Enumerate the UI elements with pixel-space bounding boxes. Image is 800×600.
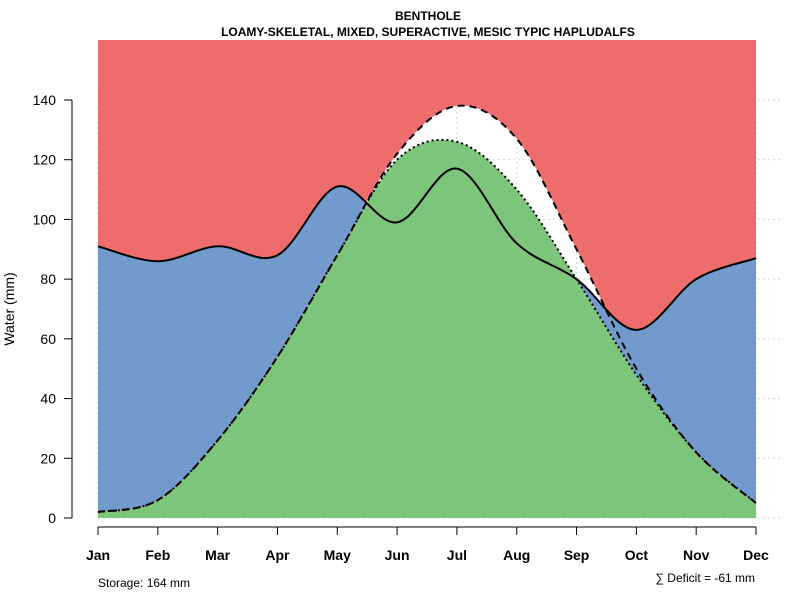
x-tick-label-apr: Apr bbox=[265, 547, 290, 563]
y-tick-label-20: 20 bbox=[40, 450, 56, 466]
x-tick-label-sep: Sep bbox=[564, 547, 590, 563]
y-tick-label-100: 100 bbox=[33, 211, 57, 227]
x-tick-label-jul: Jul bbox=[447, 547, 467, 563]
chart-subtitle: LOAMY-SKELETAL, MIXED, SUPERACTIVE, MESI… bbox=[221, 25, 635, 39]
y-tick-label-60: 60 bbox=[40, 331, 56, 347]
y-tick-label-0: 0 bbox=[48, 510, 56, 526]
area-layers bbox=[98, 40, 756, 518]
deficit-annotation: ∑ Deficit = -61 mm bbox=[655, 571, 755, 585]
y-tick-label-40: 40 bbox=[40, 391, 56, 407]
x-tick-label-dec: Dec bbox=[743, 547, 769, 563]
axes: 0 20 40 60 80 100 120 140 Jan Feb Mar Apr May Jun Jul A… bbox=[33, 92, 769, 563]
x-tick-label-nov: Nov bbox=[683, 547, 710, 563]
series-lines bbox=[97, 104, 757, 514]
aet-line bbox=[97, 138, 757, 514]
x-tick-label-mar: Mar bbox=[205, 547, 230, 563]
y-axis-label: Water (mm) bbox=[1, 272, 17, 345]
x-tick-label-may: May bbox=[324, 547, 351, 563]
y-tick-label-120: 120 bbox=[33, 152, 57, 168]
x-tick-label-jan: Jan bbox=[86, 547, 110, 563]
x-tick-label-feb: Feb bbox=[145, 547, 170, 563]
storage-annotation: Storage: 164 mm bbox=[98, 576, 190, 590]
x-tick-label-jun: Jun bbox=[385, 547, 410, 563]
chart-title: BENTHOLE bbox=[395, 9, 461, 23]
utilization-area bbox=[98, 139, 756, 518]
y-tick-label-80: 80 bbox=[40, 271, 56, 287]
x-tick-label-oct: Oct bbox=[625, 547, 649, 563]
x-tick-label-aug: Aug bbox=[503, 547, 530, 563]
y-tick-label-140: 140 bbox=[33, 92, 57, 108]
ppt-line bbox=[97, 167, 757, 331]
